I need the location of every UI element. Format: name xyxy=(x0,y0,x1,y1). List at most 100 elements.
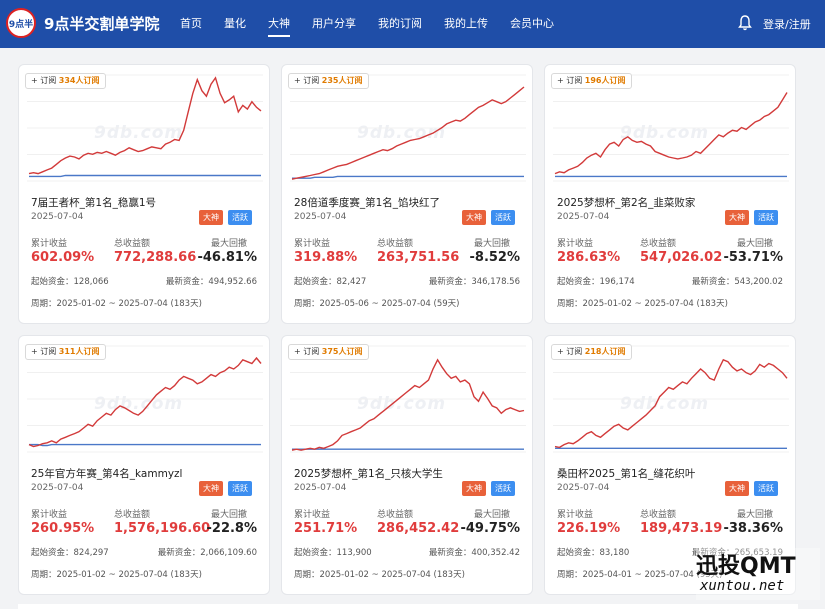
subscribe-label: + 订阅 xyxy=(557,76,583,85)
subscribe-button[interactable]: + 订阅 311人订阅 xyxy=(25,344,106,360)
tag-master: 大神 xyxy=(462,210,486,225)
max-drawdown-label: 最大回撤 xyxy=(474,239,511,249)
latest-capital: 最新资金：494,952.66 xyxy=(166,275,257,287)
logo-text: 9点半 xyxy=(8,19,34,30)
period-label: 周期： xyxy=(294,299,320,309)
cum-return-label: 累计收益 xyxy=(294,510,331,520)
start-capital-value: 196,174 xyxy=(599,277,635,287)
site-logo[interactable]: 9点半 xyxy=(6,8,36,38)
cum-return-value: 319.88% xyxy=(294,250,358,265)
subscriber-count: 196人订阅 xyxy=(584,76,626,85)
login-register-link[interactable]: 登录/注册 xyxy=(763,18,811,31)
subscriber-count: 235人订阅 xyxy=(321,76,363,85)
subscribe-button[interactable]: + 订阅 334人订阅 xyxy=(25,73,106,89)
tag-master: 大神 xyxy=(462,481,486,496)
nav-item-home[interactable]: 首页 xyxy=(180,17,202,30)
total-return-value: 547,026.02 xyxy=(640,250,723,265)
nav-item-user-share[interactable]: 用户分享 xyxy=(312,17,356,30)
subscribe-button[interactable]: + 订阅 196人订阅 xyxy=(551,73,632,89)
equity-chart xyxy=(553,74,789,182)
equity-chart xyxy=(553,345,789,453)
strategy-title[interactable]: 25年官方年赛_第4名_kammyzl xyxy=(31,468,183,480)
strategy-card[interactable]: 9db.com + 订阅 375人订阅 2025梦想杯_第1名_只核大学生 20… xyxy=(281,335,533,595)
tag-master: 大神 xyxy=(199,481,223,496)
max-drawdown-label: 最大回撤 xyxy=(211,239,248,249)
subscribe-label: + 订阅 xyxy=(294,347,320,356)
start-capital-value: 113,900 xyxy=(336,548,372,558)
strategy-card[interactable]: 9db.com + 订阅 218人订阅 桑田杯2025_第1名_缝花织叶 202… xyxy=(544,335,796,595)
cum-return-value: 251.71% xyxy=(294,521,358,536)
nav-item-my-uploads[interactable]: 我的上传 xyxy=(444,17,488,30)
start-capital-label: 起始资金： xyxy=(31,277,74,287)
nav-item-quant[interactable]: 量化 xyxy=(224,17,246,30)
watermark-url: xuntou.net xyxy=(700,578,785,594)
bell-icon[interactable] xyxy=(738,15,752,31)
strategy-title[interactable]: 2025梦想杯_第2名_韭菜败家 xyxy=(557,197,696,209)
subscriber-count: 334人订阅 xyxy=(58,76,100,85)
start-capital-value: 824,297 xyxy=(73,548,109,558)
strategy-card[interactable]: 9db.com + 订阅 311人订阅 25年官方年赛_第4名_kammyzl … xyxy=(18,335,270,595)
equity-line xyxy=(291,358,525,451)
strategy-card[interactable]: 9db.com + 订阅 235人订阅 28倍道季度赛_第1名_馅块红了 202… xyxy=(281,64,533,324)
total-return-label: 总收益额 xyxy=(377,510,414,520)
cum-return-label: 累计收益 xyxy=(557,510,594,520)
strategy-card[interactable]: 9db.com + 订阅 334人订阅 7届王者杯_第1名_稳赢1号 2025-… xyxy=(18,64,270,324)
max-drawdown-value: -46.81% xyxy=(197,250,257,265)
benchmark-line xyxy=(29,174,261,178)
latest-capital-value: 265,653.19 xyxy=(734,548,783,558)
strategy-date: 2025-07-04 xyxy=(557,483,610,493)
site-brand[interactable]: 9点半交割单学院 xyxy=(44,15,160,33)
period-label: 周期： xyxy=(557,299,583,309)
subscribe-button[interactable]: + 订阅 218人订阅 xyxy=(551,344,632,360)
subscribe-button[interactable]: + 订阅 235人订阅 xyxy=(288,73,369,89)
period-label: 周期： xyxy=(294,570,320,580)
strategy-title[interactable]: 2025梦想杯_第1名_只核大学生 xyxy=(294,468,443,480)
period-value: 2025-01-02 ~ 2025-07-04 (183天) xyxy=(56,299,202,309)
period-value: 2025-05-06 ~ 2025-07-04 (59天) xyxy=(319,299,460,309)
tag-active: 活跃 xyxy=(491,210,515,225)
subscribe-label: + 订阅 xyxy=(31,347,57,356)
subscriber-count: 311人订阅 xyxy=(58,347,100,356)
latest-capital: 最新资金：543,200.02 xyxy=(692,275,783,287)
latest-capital: 最新资金：400,352.42 xyxy=(429,546,520,558)
subscriber-count: 375人订阅 xyxy=(321,347,363,356)
latest-capital-label: 最新资金： xyxy=(428,277,472,287)
next-row-card-tops xyxy=(18,604,798,609)
period: 周期：2025-05-06 ~ 2025-07-04 (59天) xyxy=(294,297,460,309)
strategy-title[interactable]: 28倍道季度赛_第1名_馅块红了 xyxy=(294,197,441,209)
max-drawdown-value: -53.71% xyxy=(723,250,783,265)
latest-capital-value: 346,178.56 xyxy=(471,277,520,287)
start-capital-value: 83,180 xyxy=(599,548,630,558)
start-capital: 起始资金：128,066 xyxy=(31,275,109,287)
tag-active: 活跃 xyxy=(754,210,778,225)
strategy-title[interactable]: 桑田杯2025_第1名_缝花织叶 xyxy=(557,468,696,480)
total-return-label: 总收益额 xyxy=(640,510,677,520)
subscribe-label: + 订阅 xyxy=(294,76,320,85)
total-return-value: 189,473.19 xyxy=(640,521,723,536)
strategy-title[interactable]: 7届王者杯_第1名_稳赢1号 xyxy=(31,197,157,209)
strategy-card[interactable]: 9db.com + 订阅 196人订阅 2025梦想杯_第2名_韭菜败家 202… xyxy=(544,64,796,324)
start-capital-label: 起始资金： xyxy=(557,277,600,287)
nav-item-my-subscriptions[interactable]: 我的订阅 xyxy=(378,17,422,30)
period: 周期：2025-01-02 ~ 2025-07-04 (183天) xyxy=(294,568,465,580)
latest-capital-label: 最新资金： xyxy=(428,548,472,558)
tag-active: 活跃 xyxy=(491,481,515,496)
period-label: 周期： xyxy=(31,299,57,309)
cum-return-value: 286.63% xyxy=(557,250,621,265)
subscribe-label: + 订阅 xyxy=(31,76,57,85)
start-capital-label: 起始资金： xyxy=(31,548,74,558)
cum-return-value: 260.95% xyxy=(31,521,95,536)
total-return-value: 263,751.56 xyxy=(377,250,460,265)
tag-master: 大神 xyxy=(725,481,749,496)
equity-line xyxy=(28,356,262,448)
nav-item-masters[interactable]: 大神 xyxy=(258,0,300,48)
latest-capital: 最新资金：346,178.56 xyxy=(429,275,520,287)
latest-capital-label: 最新资金： xyxy=(157,548,201,558)
start-capital-label: 起始资金： xyxy=(294,277,337,287)
strategy-date: 2025-07-04 xyxy=(31,212,84,222)
latest-capital-value: 494,952.66 xyxy=(208,277,257,287)
start-capital: 起始资金：82,427 xyxy=(294,275,366,287)
subscribe-button[interactable]: + 订阅 375人订阅 xyxy=(288,344,369,360)
equity-line xyxy=(554,358,788,449)
nav-item-member-center[interactable]: 会员中心 xyxy=(510,17,554,30)
